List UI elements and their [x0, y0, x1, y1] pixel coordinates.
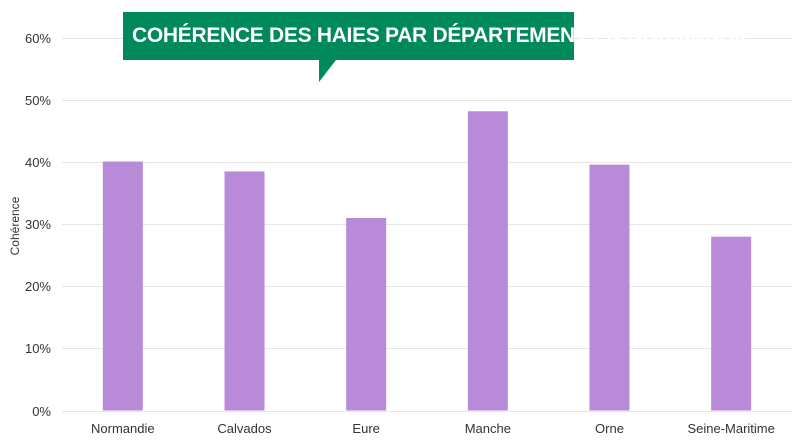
- bar-manche: [467, 111, 508, 411]
- y-tick-label: 50%: [25, 93, 51, 108]
- x-tick-label: Calvados: [217, 421, 272, 436]
- chart-title: Cohérence des haies par département en N…: [132, 24, 754, 47]
- y-tick-label: 30%: [25, 217, 51, 232]
- y-tick-label: 10%: [25, 341, 51, 356]
- bar-seine-maritime: [711, 236, 752, 411]
- bar-normandie: [102, 161, 143, 411]
- y-tick-label: 40%: [25, 155, 51, 170]
- y-tick-label: 60%: [25, 31, 51, 46]
- grid-layer: [62, 38, 792, 412]
- y-tick-label: 0%: [32, 404, 51, 419]
- chart-title-banner-pointer: [319, 60, 336, 82]
- chart-title-banner: [123, 12, 574, 60]
- bar-layer: [102, 111, 752, 411]
- x-tick-label: Seine-Maritime: [687, 421, 774, 436]
- x-tick-label: Normandie: [91, 421, 155, 436]
- bar-eure: [346, 218, 387, 411]
- x-tick-labels: Normandie Calvados Eure Manche Orne Seine-Mar…: [91, 421, 775, 436]
- y-tick-labels: 0% 10% 20% 30% 40% 50% 60%: [25, 31, 51, 419]
- y-tick-label: 20%: [25, 279, 51, 294]
- bar-calvados: [224, 171, 265, 411]
- x-tick-label: Eure: [352, 421, 379, 436]
- y-axis-label: Cohérence: [8, 196, 22, 255]
- x-tick-label: Orne: [595, 421, 624, 436]
- bar-orne: [589, 164, 630, 411]
- x-tick-label: Manche: [465, 421, 511, 436]
